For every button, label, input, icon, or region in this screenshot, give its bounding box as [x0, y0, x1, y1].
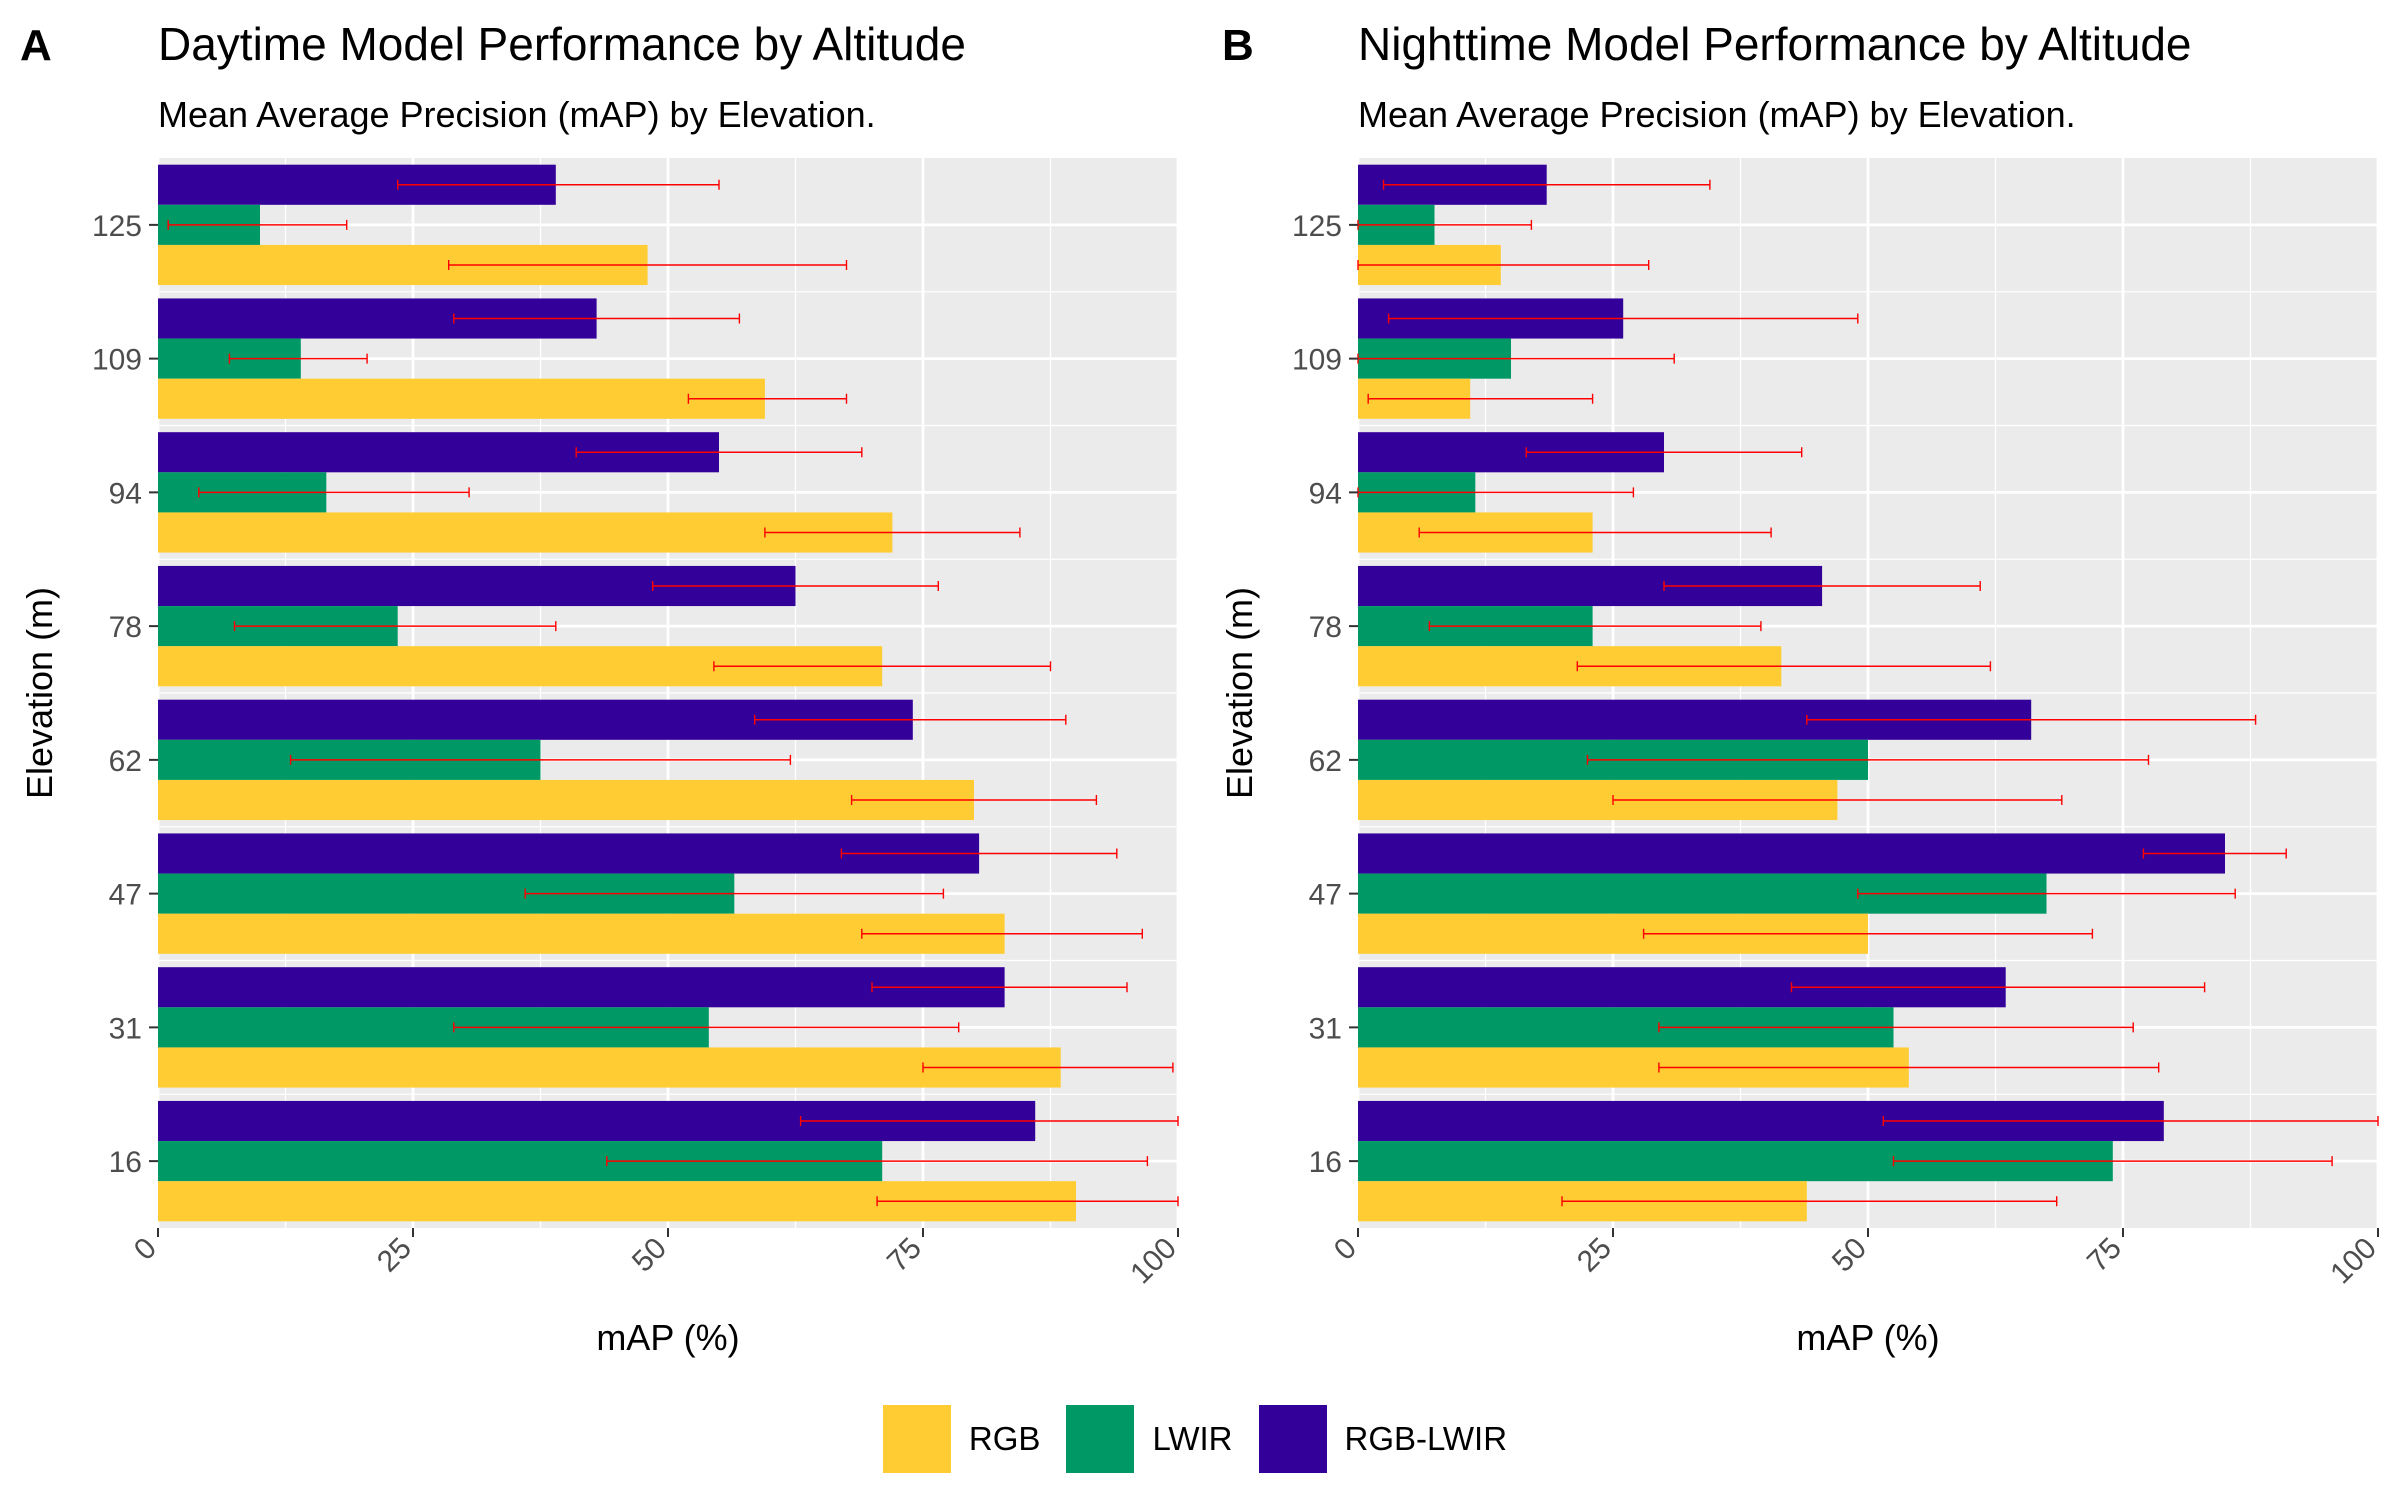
- panel-a-y-tick-label: 47: [109, 879, 142, 912]
- legend-label-rgb: RGB: [968, 1420, 1041, 1457]
- panel-b-y-tick-label: 47: [1309, 879, 1342, 912]
- panel-a-subtitle: Mean Average Precision (mAP) by Elevatio…: [158, 94, 876, 135]
- panel-b-y-axis-label: Elevation (m): [1219, 587, 1260, 799]
- panel-a-x-tick-label: 75: [881, 1232, 928, 1279]
- panel-a-x-tick-label: 50: [626, 1232, 673, 1279]
- legend: RGB LWIR RGB-LWIR: [0, 1405, 2400, 1473]
- panel-b-y-tick-label: 125: [1292, 210, 1342, 243]
- panel-a-y-tick-label: 78: [109, 611, 142, 644]
- panel-b-x-axis-label: mAP (%): [1796, 1317, 1939, 1358]
- panel-a-tag: A: [20, 21, 52, 70]
- legend-item-rgb: RGB: [882, 1405, 1051, 1473]
- panel-b-subtitle: Mean Average Precision (mAP) by Elevatio…: [1358, 94, 2076, 135]
- panel-a-x-tick-label: 25: [371, 1232, 418, 1279]
- panel-b-x-tick-label: 75: [2081, 1232, 2128, 1279]
- panel-b-tag: B: [1222, 21, 1254, 70]
- panel-b-x-tick-label: 50: [1826, 1232, 1873, 1279]
- panel-a-title: Daytime Model Performance by Altitude: [158, 18, 966, 70]
- panel-b-y-tick-label: 16: [1309, 1146, 1342, 1179]
- panel-a-bar-rgb-31: [158, 1047, 1061, 1088]
- panel-b-bar-rgb-lwir-47: [1358, 833, 2225, 874]
- panel-a-y-tick-label: 31: [109, 1012, 142, 1045]
- legend-label-lwir: LWIR: [1152, 1420, 1233, 1457]
- legend-key-lwir: [1066, 1405, 1135, 1473]
- legend-item-lwir: LWIR: [1066, 1405, 1242, 1473]
- panel-b-y-tick-label: 62: [1309, 745, 1342, 778]
- panel-a-x-axis-label: mAP (%): [596, 1317, 739, 1358]
- panel-b-x-tick-label: 25: [1571, 1232, 1618, 1279]
- panel-a-y-tick-label: 125: [92, 210, 142, 243]
- legend-key-rgb-lwir: [1258, 1405, 1327, 1473]
- panel-a-bar-rgb-62: [158, 779, 974, 821]
- panel-a-bar-rgb-lwir-31: [158, 967, 1005, 1008]
- panel-a: A Daytime Model Performance by Altitude …: [19, 18, 1183, 1358]
- panel-a-x-tick-label: 100: [1124, 1232, 1183, 1291]
- panel-a-y-tick-label: 62: [109, 745, 142, 778]
- panel-b-y-tick-label: 78: [1309, 611, 1342, 644]
- legend-key-rgb: [882, 1405, 951, 1473]
- panel-b-y-tick-label: 31: [1309, 1012, 1342, 1045]
- panel-b-title: Nighttime Model Performance by Altitude: [1358, 18, 2192, 70]
- legend-item-rgb-lwir: RGB-LWIR: [1258, 1405, 1518, 1473]
- panel-b-x-tick-label: 100: [2324, 1232, 2383, 1291]
- panel-a-bar-rgb-109: [158, 378, 765, 419]
- panel-a-y-tick-label: 16: [109, 1146, 142, 1179]
- panel-b-y-tick-label: 109: [1292, 344, 1342, 377]
- panel-a-y-tick-label: 109: [92, 344, 142, 377]
- panel-b: B Nighttime Model Performance by Altitud…: [1219, 18, 2383, 1358]
- panel-a-y-tick-label: 94: [109, 477, 142, 510]
- panel-a-y-axis-label: Elevation (m): [19, 587, 60, 799]
- panel-b-y-tick-label: 94: [1309, 477, 1342, 510]
- legend-label-rgb-lwir: RGB-LWIR: [1344, 1420, 1508, 1457]
